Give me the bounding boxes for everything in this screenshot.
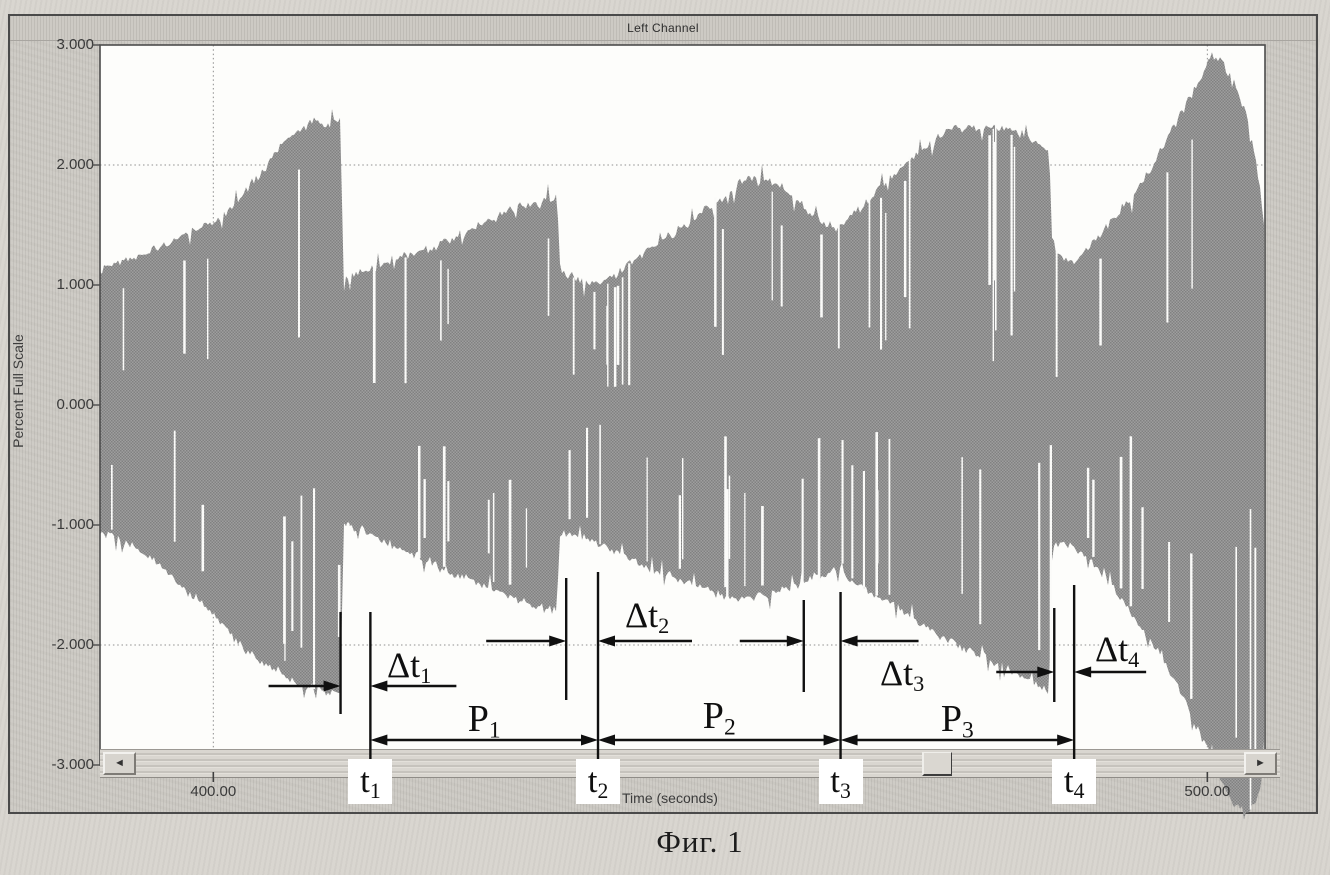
delta-t-label-2: Δt2 (625, 595, 670, 639)
scroll-left-arrow-icon: ◄ (114, 757, 125, 769)
x-tick-label: 500.00 (1184, 783, 1231, 800)
time-marker-label-2: t2 (576, 759, 620, 804)
scroll-left-button[interactable]: ◄ (103, 752, 136, 775)
plot-area[interactable] (100, 45, 1265, 765)
scroll-right-arrow-icon: ► (1255, 757, 1266, 769)
horizontal-scrollbar[interactable]: ◄ ► (100, 749, 1280, 778)
y-tick-label: 1.000 (56, 276, 94, 293)
time-marker-label-3: t3 (818, 759, 863, 804)
y-tick-label: 0.000 (56, 396, 94, 413)
window-title: Left Channel (627, 21, 699, 35)
y-tick-label: -2.000 (51, 636, 94, 653)
time-marker-label-1: t1 (348, 759, 393, 804)
x-tick-label: 400.00 (190, 783, 237, 800)
y-axis-title: Percent Full Scale (10, 334, 26, 448)
window-titlebar[interactable]: Left Channel (10, 16, 1316, 41)
y-tick-label: 3.000 (56, 36, 94, 53)
scroll-right-button[interactable]: ► (1244, 752, 1277, 775)
y-tick-label: -1.000 (51, 516, 94, 533)
period-label-1: P1 (467, 698, 501, 744)
scrollbar-thumb[interactable] (922, 752, 952, 776)
period-label-3: P3 (940, 698, 974, 744)
period-label-2: P2 (702, 695, 736, 741)
time-marker-label-4: t4 (1052, 759, 1097, 804)
y-tick-label: 2.000 (56, 156, 94, 173)
delta-t-label-4: Δt4 (1095, 629, 1140, 673)
delta-t-label-3: Δt3 (880, 653, 925, 697)
delta-t-label-1: Δt1 (387, 645, 432, 689)
y-tick-label: -3.000 (51, 756, 94, 773)
figure-caption: Фиг. 1 (656, 824, 744, 859)
